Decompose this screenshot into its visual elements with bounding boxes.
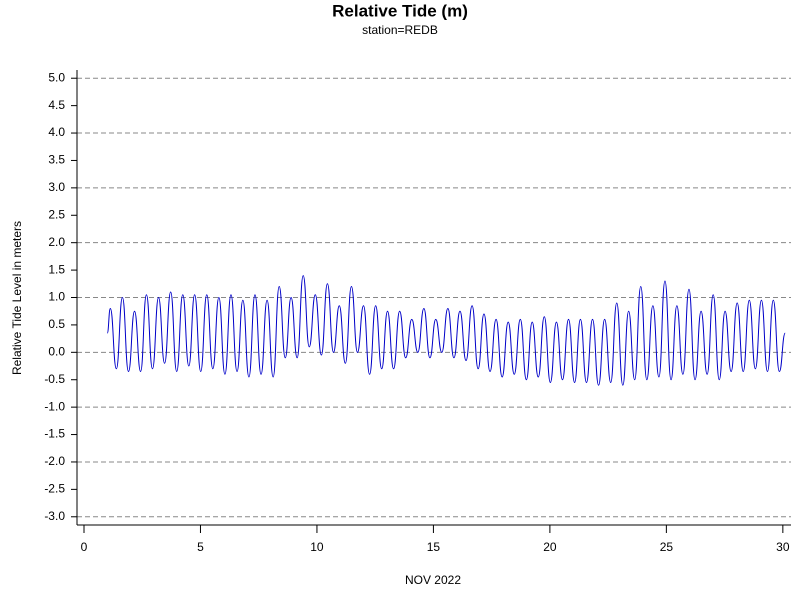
x-tick-label: 10 bbox=[310, 540, 324, 554]
y-tick-label: 1.0 bbox=[48, 290, 65, 304]
x-axis-label: NOV 2022 bbox=[405, 573, 461, 587]
x-tick-label: 25 bbox=[660, 540, 674, 554]
chart-subtitle: station=REDB bbox=[362, 23, 438, 37]
tide-line bbox=[106, 275, 786, 386]
y-tick-label: 3.5 bbox=[48, 153, 65, 167]
y-tick-label: 0.0 bbox=[48, 344, 65, 358]
y-tick-label: 4.5 bbox=[48, 98, 65, 112]
y-tick-label: 1.5 bbox=[48, 262, 65, 276]
y-tick-label: -2.0 bbox=[44, 454, 65, 468]
y-tick-label: 2.5 bbox=[48, 207, 65, 221]
y-tick-label: -2.5 bbox=[44, 482, 65, 496]
y-axis-label: Relative Tide Level in meters bbox=[10, 221, 24, 375]
y-tick-label: 2.0 bbox=[48, 235, 65, 249]
chart-title: Relative Tide (m) bbox=[332, 1, 468, 20]
x-tick-label: 30 bbox=[776, 540, 790, 554]
x-tick-label: 5 bbox=[197, 540, 204, 554]
x-tick-label: 0 bbox=[81, 540, 88, 554]
y-tick-label: -0.5 bbox=[44, 372, 65, 386]
y-tick-label: -1.5 bbox=[44, 427, 65, 441]
y-tick-label: 4.0 bbox=[48, 125, 65, 139]
y-tick-label: 3.0 bbox=[48, 180, 65, 194]
y-tick-label: -3.0 bbox=[44, 509, 65, 523]
x-tick-label: 15 bbox=[427, 540, 441, 554]
y-tick-label: 0.5 bbox=[48, 317, 65, 331]
y-tick-label: 5.0 bbox=[48, 70, 65, 84]
y-tick-label: -1.0 bbox=[44, 399, 65, 413]
x-tick-label: 20 bbox=[543, 540, 557, 554]
